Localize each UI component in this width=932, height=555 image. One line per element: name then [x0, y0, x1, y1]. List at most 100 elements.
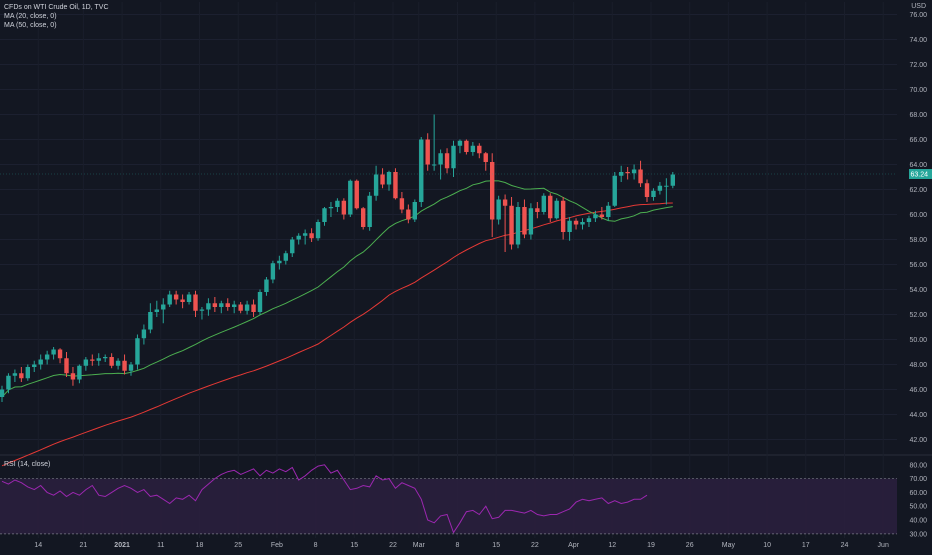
candle[interactable]	[431, 114, 437, 171]
candle[interactable]	[244, 300, 250, 315]
candle-body[interactable]	[393, 172, 398, 199]
candle-body[interactable]	[296, 235, 301, 240]
candle[interactable]	[406, 204, 411, 224]
candles[interactable]	[0, 114, 675, 403]
candle[interactable]	[180, 294, 185, 309]
candle[interactable]	[19, 367, 24, 382]
candle-body[interactable]	[573, 220, 579, 225]
candle-body[interactable]	[444, 153, 450, 169]
candle-body[interactable]	[373, 174, 379, 196]
candle[interactable]	[509, 197, 514, 250]
candle[interactable]	[625, 167, 630, 180]
candle[interactable]	[335, 198, 340, 212]
candle-body[interactable]	[522, 207, 527, 235]
candle[interactable]	[470, 142, 476, 156]
candle[interactable]	[457, 139, 463, 154]
candle[interactable]	[212, 297, 218, 312]
candle[interactable]	[657, 182, 663, 195]
candle[interactable]	[367, 192, 372, 231]
candle-body[interactable]	[90, 359, 95, 361]
candle[interactable]	[341, 198, 347, 220]
candle-body[interactable]	[290, 239, 295, 254]
candle-body[interactable]	[83, 359, 89, 366]
candle-body[interactable]	[509, 205, 514, 245]
candle[interactable]	[670, 172, 675, 189]
candle-body[interactable]	[167, 294, 172, 305]
candle-body[interactable]	[651, 190, 656, 197]
candle[interactable]	[0, 385, 5, 402]
candle-body[interactable]	[302, 233, 308, 236]
candle-body[interactable]	[567, 220, 572, 232]
candle[interactable]	[12, 369, 18, 383]
candle-body[interactable]	[283, 253, 288, 261]
candle-body[interactable]	[670, 174, 675, 186]
candle-body[interactable]	[270, 263, 276, 280]
candle[interactable]	[490, 153, 495, 237]
candle-body[interactable]	[328, 207, 334, 209]
candle[interactable]	[154, 300, 159, 317]
candle[interactable]	[302, 229, 308, 245]
candle-body[interactable]	[348, 180, 353, 215]
candle-body[interactable]	[44, 354, 50, 360]
candle-body[interactable]	[309, 233, 314, 239]
candle-body[interactable]	[57, 349, 63, 359]
candle-body[interactable]	[109, 357, 114, 366]
candle-body[interactable]	[322, 208, 327, 222]
candle[interactable]	[361, 207, 366, 230]
candle[interactable]	[77, 364, 82, 384]
candle-body[interactable]	[122, 360, 127, 371]
candle[interactable]	[277, 255, 282, 270]
candle[interactable]	[38, 354, 43, 370]
candle-body[interactable]	[612, 175, 617, 206]
candle[interactable]	[199, 307, 205, 320]
candle-body[interactable]	[128, 364, 134, 371]
candle[interactable]	[270, 260, 276, 284]
candle[interactable]	[560, 197, 566, 240]
candle[interactable]	[32, 360, 37, 372]
candle-body[interactable]	[361, 208, 366, 227]
candle-body[interactable]	[154, 309, 159, 313]
candle[interactable]	[444, 148, 450, 174]
candle[interactable]	[386, 170, 392, 191]
candle[interactable]	[638, 160, 643, 187]
candle-body[interactable]	[199, 309, 205, 311]
candle[interactable]	[115, 358, 121, 370]
candle-body[interactable]	[496, 199, 501, 220]
candle-body[interactable]	[225, 303, 230, 307]
candle-body[interactable]	[580, 222, 585, 225]
candle[interactable]	[6, 373, 11, 394]
candle[interactable]	[328, 202, 334, 217]
candle[interactable]	[251, 299, 256, 318]
candle[interactable]	[290, 237, 295, 257]
legend-ma20[interactable]: MA (20, close, 0)	[4, 13, 57, 20]
candle-body[interactable]	[535, 208, 540, 212]
candle[interactable]	[373, 165, 379, 201]
candle-body[interactable]	[515, 207, 521, 245]
candle-body[interactable]	[206, 303, 211, 310]
candle[interactable]	[90, 354, 95, 366]
candle-body[interactable]	[548, 195, 553, 219]
rsi-legend[interactable]: RSI (14, close)	[4, 461, 51, 468]
candle-body[interactable]	[380, 174, 385, 185]
candle[interactable]	[51, 347, 56, 360]
candle-body[interactable]	[406, 209, 411, 220]
candle[interactable]	[496, 195, 501, 225]
candle[interactable]	[380, 168, 385, 189]
candle-body[interactable]	[431, 164, 437, 166]
candle[interactable]	[393, 168, 398, 200]
candle-body[interactable]	[593, 214, 598, 219]
candle-body[interactable]	[70, 373, 76, 380]
chart-legend[interactable]: CFDs on WTI Crude Oil, 1D, TVC MA (20, c…	[4, 3, 109, 30]
candle-body[interactable]	[664, 185, 669, 187]
candle-body[interactable]	[464, 140, 469, 152]
candle[interactable]	[419, 137, 424, 207]
candle[interactable]	[528, 203, 534, 240]
candle-body[interactable]	[25, 367, 30, 379]
candle[interactable]	[122, 354, 127, 375]
candle-body[interactable]	[277, 260, 282, 264]
candle[interactable]	[451, 140, 456, 177]
candle-body[interactable]	[180, 299, 185, 303]
candle-body[interactable]	[560, 200, 566, 232]
candle[interactable]	[535, 202, 540, 219]
candle[interactable]	[464, 139, 469, 155]
